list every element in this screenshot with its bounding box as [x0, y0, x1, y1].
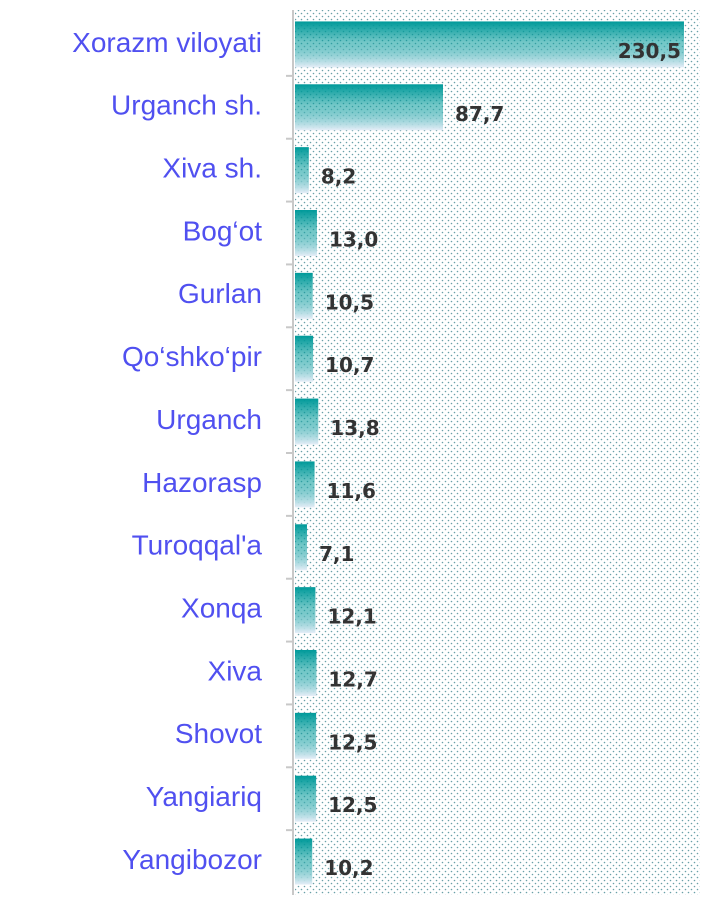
y-tick-label: Yangibozor	[122, 844, 262, 875]
data-label: 8,2	[321, 165, 356, 189]
y-tick-label: Shovot	[175, 718, 262, 749]
bar	[295, 210, 317, 256]
data-label: 230,5	[618, 39, 681, 63]
bar	[295, 272, 313, 319]
y-tick-label: Urganch	[156, 404, 262, 435]
bar	[295, 461, 315, 508]
data-label: 13,0	[329, 228, 378, 252]
data-label: 87,7	[455, 102, 504, 126]
plot-area	[295, 10, 700, 895]
data-label: 11,6	[327, 479, 376, 503]
y-tick-label: Yangiariq	[146, 781, 262, 812]
bar	[295, 775, 317, 822]
y-tick-label: Gurlan	[178, 278, 262, 309]
bar	[295, 84, 443, 131]
data-label: 10,5	[325, 290, 374, 314]
bar	[295, 147, 309, 194]
data-label: 12,5	[328, 730, 377, 754]
y-tick-label: Xiva sh.	[162, 153, 262, 184]
y-tick-label: Turoqqal'a	[132, 530, 263, 561]
bar	[295, 650, 317, 696]
data-label: 10,2	[324, 856, 373, 880]
y-tick-label: Xorazm viloyati	[72, 27, 262, 58]
data-label: 12,7	[328, 668, 377, 692]
bar	[295, 21, 684, 68]
bar	[295, 335, 314, 382]
y-tick-label: Urganch sh.	[111, 90, 262, 121]
y-tick-label: Xonqa	[181, 593, 262, 624]
data-label: 13,8	[330, 416, 379, 440]
bar	[295, 838, 313, 885]
data-label: 7,1	[319, 542, 354, 566]
y-tick-label: Bog‘ot	[183, 215, 263, 246]
bar	[295, 587, 316, 634]
data-label: 10,7	[325, 353, 374, 377]
data-label: 12,5	[328, 793, 377, 817]
bar	[295, 712, 317, 759]
y-tick-label: Hazorasp	[142, 467, 262, 498]
data-label: 12,1	[327, 605, 376, 629]
bar	[295, 524, 307, 571]
y-tick-label: Qo‘shko‘pir	[122, 341, 262, 372]
y-tick-label: Xiva	[208, 655, 263, 686]
bar	[295, 398, 319, 445]
